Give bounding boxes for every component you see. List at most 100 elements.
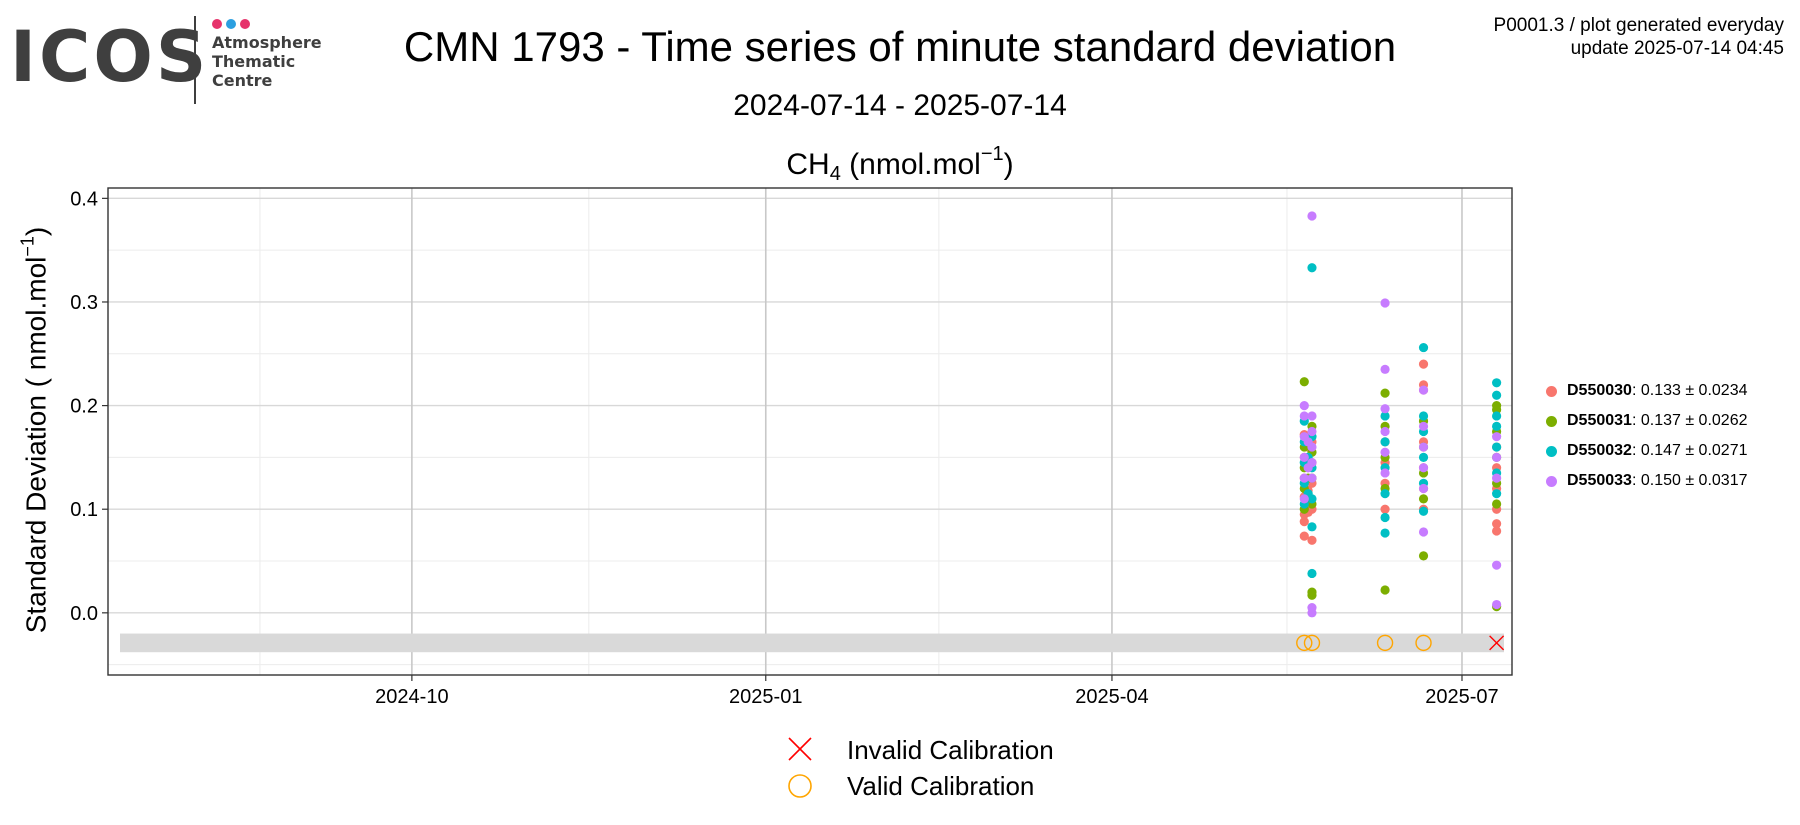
legend-series-name: D550031: [1567, 412, 1632, 429]
logo-sub-line: Atmosphere: [212, 33, 322, 52]
data-point-D550033: [1418, 463, 1429, 473]
data-point-D550030: [1299, 531, 1309, 541]
data-point-D550032: [1380, 437, 1390, 447]
data-point-D550031: [1492, 499, 1502, 509]
data-point-D550030: [1492, 519, 1502, 529]
data-point-D550033: [1307, 426, 1317, 437]
x-tick-label: 2025-04: [1075, 686, 1148, 708]
plot-border: [107, 187, 1513, 676]
data-point-D550032: [1380, 411, 1390, 421]
data-point-D550031: [1380, 585, 1390, 595]
data-point-D550030: [1299, 517, 1309, 527]
plot-id: P0001.3 / plot generated everyday: [1493, 15, 1784, 36]
data-point-D550031: [1418, 551, 1429, 561]
data-point-D550032: [1380, 512, 1390, 523]
icos-logo: ICOS Atmosphere Thematic Centre: [10, 14, 340, 106]
data-point-D550033: [1492, 452, 1502, 463]
y-tick-label: 0.1: [70, 499, 98, 521]
data-point-D550033: [1299, 452, 1309, 463]
invalid-cross-icon: [788, 737, 812, 761]
calibration-legend: Invalid Calibration Valid Calibration: [770, 732, 1054, 804]
valid-calibration-marker: [1296, 634, 1313, 652]
logo-dot: [240, 19, 250, 29]
logo-sub-line: Centre: [212, 71, 273, 90]
data-point-D550033: [1418, 385, 1429, 395]
data-point-D550032: [1418, 342, 1429, 353]
logo-dot: [212, 19, 222, 29]
species-label: CH: [786, 148, 830, 181]
data-point-D550032: [1307, 568, 1317, 579]
cross-stroke: [788, 737, 812, 761]
species-subscript: 4: [829, 163, 841, 185]
data-point-D550032: [1418, 506, 1429, 516]
legend-dot-icon: [1546, 385, 1557, 397]
y-tick-label: 0.0: [70, 603, 98, 625]
data-point-D550032: [1307, 263, 1317, 273]
data-point-D550030: [1307, 535, 1317, 545]
data-point-D550032: [1418, 411, 1429, 421]
valid-calibration-marker: [1415, 634, 1432, 652]
data-point-D550031: [1418, 494, 1429, 504]
y-tick-label: 0.4: [70, 188, 98, 210]
data-point-D550033: [1380, 298, 1390, 308]
valid-calibration-marker: [1376, 634, 1394, 652]
data-point-D550031: [1307, 590, 1317, 600]
circle-stroke: [788, 774, 812, 798]
logo-dot: [226, 19, 236, 29]
data-point-D550033: [1492, 560, 1502, 570]
logo-subtitle: Atmosphere Thematic Centre: [212, 33, 322, 90]
data-point-D550032: [1307, 494, 1317, 504]
x-tick-label: 2025-07: [1425, 686, 1498, 708]
data-point-D550033: [1307, 473, 1317, 483]
data-point-D550033: [1380, 364, 1390, 374]
y-tick-label: 0.3: [70, 292, 98, 314]
legend-dot-icon: [1546, 475, 1557, 487]
date-range-subtitle: 2024-07-14 - 2025-07-14: [733, 89, 1067, 122]
legend-series-stats: : 0.133 ± 0.0234: [1631, 382, 1748, 399]
data-point-D550032: [1492, 421, 1502, 431]
data-point-D550033: [1492, 432, 1502, 442]
data-point-D550032: [1492, 411, 1502, 421]
legend-dot-icon: [1546, 415, 1557, 427]
data-point-D550031: [1299, 377, 1309, 387]
y-tick-label: 0.2: [70, 396, 98, 418]
data-point-D550032: [1492, 390, 1502, 400]
data-point-D550033: [1307, 457, 1317, 468]
data-point-D550033: [1418, 527, 1429, 537]
legend-series-name: D550032: [1567, 442, 1632, 459]
logo-dots-icon: [212, 16, 254, 29]
data-point-D550033: [1418, 483, 1429, 494]
legend-series-stats: : 0.137 ± 0.0262: [1631, 412, 1748, 429]
data-point-D550033: [1380, 426, 1390, 437]
data-point-D550033: [1492, 599, 1502, 610]
legend-valid-calibration: Valid Calibration: [770, 768, 1054, 804]
data-point-D550032: [1380, 489, 1390, 499]
invalid-calibration-label: Invalid Calibration: [847, 734, 1054, 765]
data-point-D550033: [1307, 211, 1317, 221]
legend-item: D550031: 0.137 ± 0.0262: [1542, 406, 1748, 436]
plot-info: P0001.3 / plot generated everyday update…: [1494, 14, 1784, 60]
data-point-D550033: [1492, 473, 1502, 483]
unit-exponent: −1: [980, 143, 1004, 165]
legend-item: D550033: 0.150 ± 0.0317: [1542, 466, 1748, 496]
valid-calibration-marker: [1303, 634, 1321, 652]
logo-divider: [194, 16, 196, 104]
x-tick-label: 2024-10: [375, 686, 448, 708]
invalid-calibration-marker: [1489, 635, 1505, 651]
valid-calibration-label: Valid Calibration: [847, 770, 1035, 801]
legend-series-name: D550033: [1567, 472, 1632, 489]
unit-close: ): [1003, 148, 1014, 181]
data-point-D550033: [1380, 404, 1390, 414]
legend-invalid-calibration: Invalid Calibration: [770, 732, 1054, 768]
data-point-D550033: [1299, 494, 1309, 504]
data-point-D550032: [1492, 378, 1502, 388]
calibration-band: [120, 633, 1504, 653]
legend-item: D550030: 0.133 ± 0.0234: [1542, 376, 1748, 406]
legend-item: D550032: 0.147 ± 0.0271: [1542, 436, 1748, 466]
data-point-D550033: [1307, 442, 1317, 452]
data-point-D550030: [1418, 359, 1429, 369]
data-point-D550033: [1299, 411, 1309, 421]
data-point-D550033: [1380, 447, 1390, 457]
data-point-D550032: [1418, 452, 1429, 463]
